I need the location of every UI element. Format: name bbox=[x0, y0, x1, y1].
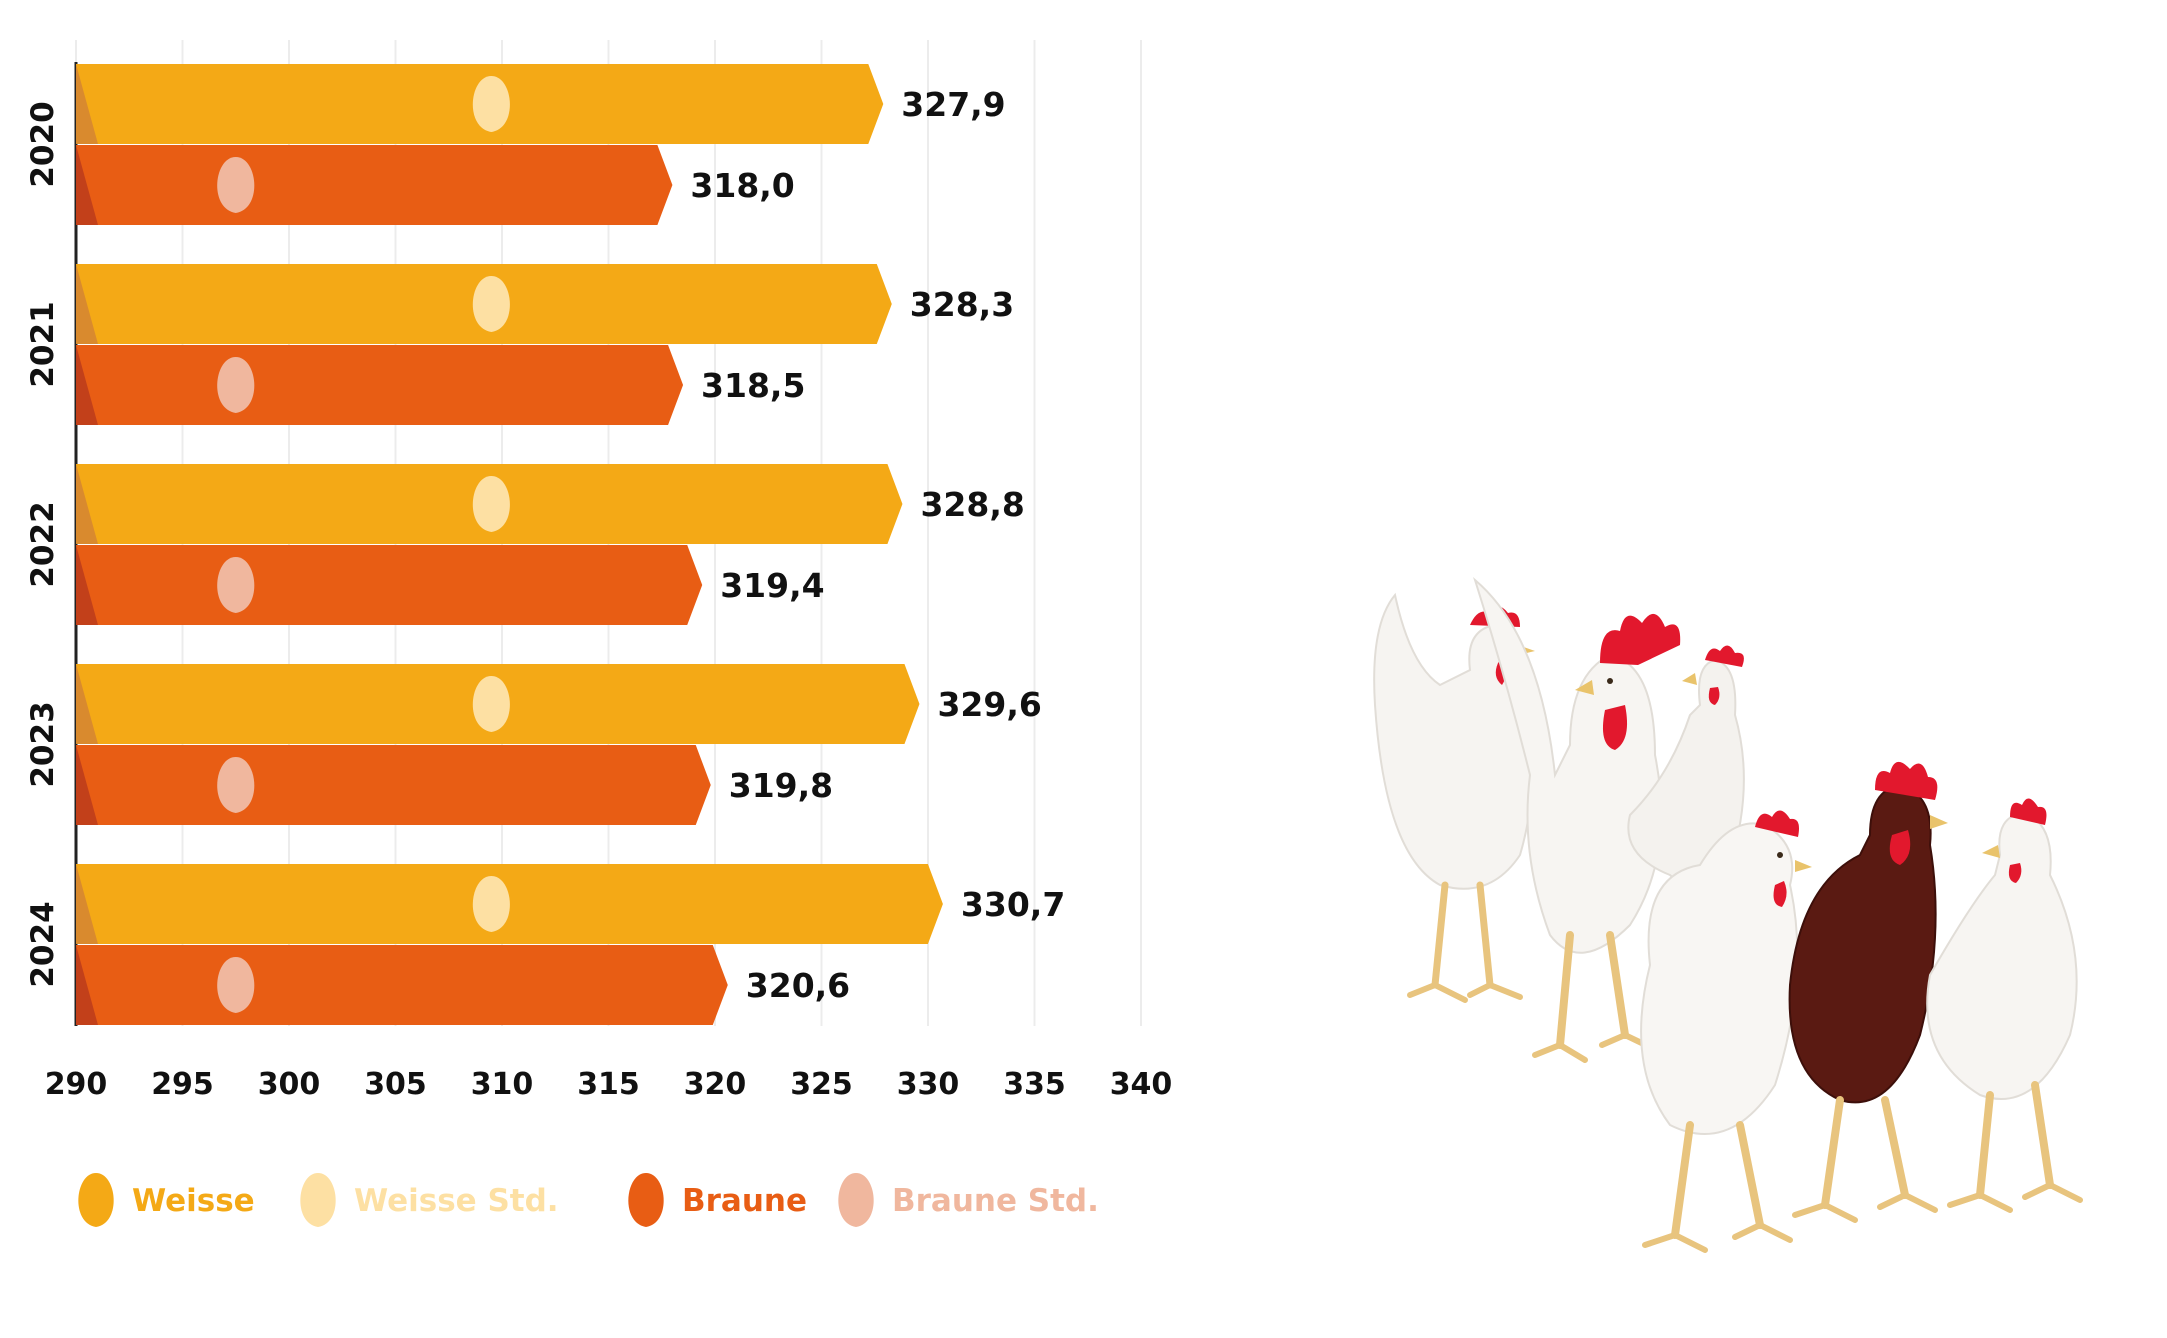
category-label: 2023 bbox=[25, 701, 61, 787]
bar-braune-2020: 318,0 bbox=[76, 145, 795, 225]
brown-hen-icon bbox=[1788, 761, 1948, 1223]
standard-egg-icon bbox=[472, 476, 510, 532]
bar-weisse-2020: 327,9 bbox=[76, 64, 1006, 144]
legend: Weisse Weisse Std. Braune Braune Std. bbox=[78, 1173, 1099, 1227]
legend-label: Braune Std. bbox=[892, 1183, 1099, 1219]
white-hen-icon bbox=[1640, 810, 1812, 1253]
standard-egg-icon bbox=[217, 357, 255, 413]
bar-braune-2023: 319,8 bbox=[76, 745, 833, 825]
bar-shadow bbox=[76, 145, 98, 225]
category-label: 2024 bbox=[25, 901, 61, 987]
x-axis: 290 295 300 305 310 315 320 325 330 335 340 bbox=[45, 1067, 1173, 1102]
x-tick-label: 320 bbox=[684, 1067, 747, 1102]
bar-shadow bbox=[76, 264, 98, 344]
standard-egg-icon bbox=[472, 76, 510, 132]
bar-shadow bbox=[76, 345, 98, 425]
value-label: 320,6 bbox=[746, 966, 850, 1005]
bar-shape bbox=[76, 345, 684, 425]
bar-shadow bbox=[76, 745, 98, 825]
legend-egg-icon bbox=[838, 1173, 874, 1227]
category-label: 2021 bbox=[25, 301, 61, 387]
bar-shadow bbox=[76, 545, 98, 625]
standard-egg-icon bbox=[217, 557, 255, 613]
value-label: 329,6 bbox=[937, 685, 1041, 724]
x-tick-label: 310 bbox=[471, 1067, 534, 1102]
standard-egg-icon bbox=[472, 276, 510, 332]
value-label: 330,7 bbox=[961, 885, 1065, 924]
value-label: 319,8 bbox=[729, 766, 833, 805]
bar-weisse-2023: 329,6 bbox=[76, 664, 1042, 744]
bar-shadow bbox=[76, 64, 98, 144]
x-tick-label: 330 bbox=[897, 1067, 960, 1102]
legend-label: Weisse bbox=[132, 1183, 255, 1219]
x-tick-label: 315 bbox=[577, 1067, 640, 1102]
category-label: 2022 bbox=[25, 501, 61, 587]
standard-egg-icon bbox=[472, 876, 510, 932]
bar-shape bbox=[76, 545, 703, 625]
value-label: 328,3 bbox=[910, 285, 1014, 324]
legend-item: Braune bbox=[628, 1173, 807, 1227]
legend-label: Weisse Std. bbox=[354, 1183, 559, 1219]
bar-braune-2022: 319,4 bbox=[76, 545, 825, 625]
value-label: 328,8 bbox=[920, 485, 1024, 524]
bar-weisse-2024: 330,7 bbox=[76, 864, 1065, 944]
legend-item: Weisse bbox=[78, 1173, 255, 1227]
legend-egg-icon bbox=[78, 1173, 114, 1227]
bars: 327,9 318,0 2020 328,3 318,5 2021 328,8 319,4 20… bbox=[25, 64, 1065, 1025]
bar-weisse-2022: 328,8 bbox=[76, 464, 1025, 544]
standard-egg-icon bbox=[217, 157, 255, 213]
x-tick-label: 325 bbox=[790, 1067, 853, 1102]
egg-production-chart: 327,9 318,0 2020 328,3 318,5 2021 328,8 319,4 20… bbox=[25, 40, 1173, 1227]
value-label: 318,0 bbox=[690, 166, 794, 205]
bar-shadow bbox=[76, 664, 98, 744]
legend-item: Weisse Std. bbox=[300, 1173, 559, 1227]
legend-egg-icon bbox=[628, 1173, 664, 1227]
x-tick-label: 295 bbox=[151, 1067, 214, 1102]
legend-label: Braune bbox=[682, 1183, 807, 1219]
bar-shape bbox=[76, 945, 728, 1025]
bar-shadow bbox=[76, 464, 98, 544]
x-tick-label: 340 bbox=[1110, 1067, 1173, 1102]
bar-weisse-2021: 328,3 bbox=[76, 264, 1014, 344]
value-label: 327,9 bbox=[901, 85, 1005, 124]
bar-shape bbox=[76, 145, 673, 225]
bar-braune-2024: 320,6 bbox=[76, 945, 850, 1025]
bar-shadow bbox=[76, 945, 98, 1025]
x-tick-label: 300 bbox=[258, 1067, 321, 1102]
value-label: 318,5 bbox=[701, 366, 805, 405]
category-label: 2020 bbox=[25, 101, 61, 187]
white-hen-icon bbox=[1926, 798, 2083, 1213]
standard-egg-icon bbox=[217, 957, 255, 1013]
bar-shadow bbox=[76, 864, 98, 944]
legend-item: Braune Std. bbox=[838, 1173, 1099, 1227]
x-tick-label: 290 bbox=[45, 1067, 108, 1102]
x-tick-label: 335 bbox=[1003, 1067, 1066, 1102]
bar-braune-2021: 318,5 bbox=[76, 345, 805, 425]
value-label: 319,4 bbox=[720, 566, 824, 605]
standard-egg-icon bbox=[472, 676, 510, 732]
legend-egg-icon bbox=[300, 1173, 336, 1227]
standard-egg-icon bbox=[217, 757, 255, 813]
bar-shape bbox=[76, 745, 711, 825]
chickens-illustration-icon bbox=[1373, 576, 2083, 1253]
x-tick-label: 305 bbox=[364, 1067, 427, 1102]
